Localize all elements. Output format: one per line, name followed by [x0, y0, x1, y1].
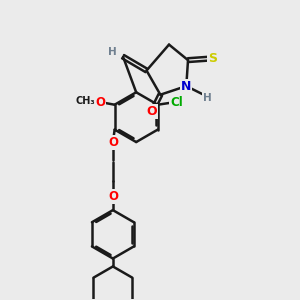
- Text: CH₃: CH₃: [76, 96, 95, 106]
- Text: O: O: [108, 190, 118, 203]
- Text: O: O: [95, 97, 105, 110]
- Text: N: N: [181, 80, 191, 93]
- Text: S: S: [208, 52, 217, 65]
- Text: Cl: Cl: [170, 97, 183, 110]
- Text: O: O: [146, 106, 157, 118]
- Text: O: O: [108, 136, 118, 149]
- Text: H: H: [108, 46, 116, 56]
- Text: H: H: [203, 93, 212, 103]
